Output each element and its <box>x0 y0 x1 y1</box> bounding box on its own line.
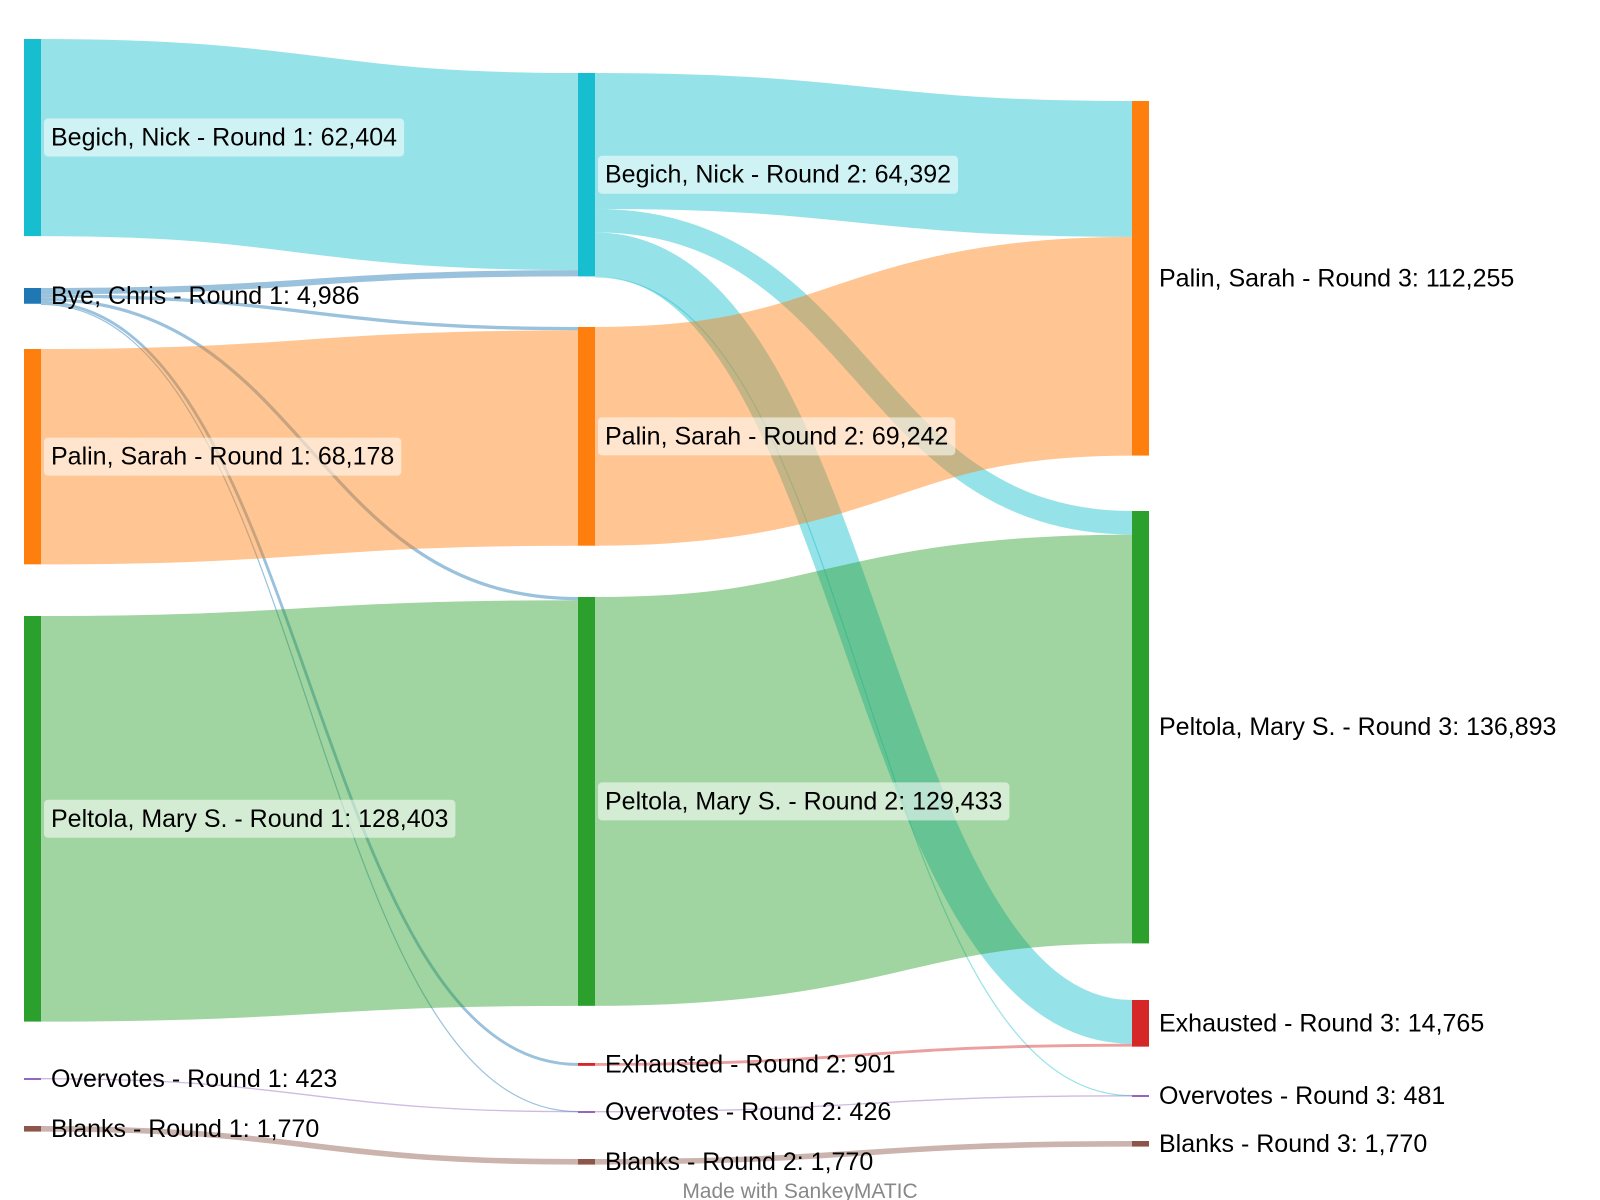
flow-bye1-to-over2 <box>40 303 579 1113</box>
node-peltola1 <box>24 616 41 1022</box>
node-label-blanks2: Blanks - Round 2: 1,770 <box>605 1148 873 1176</box>
node-label-group-bye1: Bye, Chris - Round 1: 4,986 <box>51 282 360 310</box>
node-label-group-over3: Overvotes - Round 3: 481 <box>1159 1082 1445 1110</box>
flow-begich2-to-exh3 <box>594 232 1133 1044</box>
node-label-group-begich2: Begich, Nick - Round 2: 64,392 <box>598 155 959 194</box>
flow-bye1-to-palin2 <box>40 294 579 331</box>
node-label-peltola1: Peltola, Mary S. - Round 1: 128,403 <box>51 805 448 833</box>
node-label-palin3: Palin, Sarah - Round 3: 112,255 <box>1159 264 1514 292</box>
node-label-peltola3: Peltola, Mary S. - Round 3: 136,893 <box>1159 713 1556 741</box>
node-label-over1: Overvotes - Round 1: 423 <box>51 1065 337 1093</box>
node-exh2 <box>578 1063 595 1066</box>
node-palin1 <box>24 349 41 565</box>
node-label-over3: Overvotes - Round 3: 481 <box>1159 1082 1445 1110</box>
node-blanks3 <box>1132 1141 1149 1147</box>
node-begich2 <box>578 73 595 277</box>
node-label-bg-begich1 <box>44 118 405 157</box>
flow-over1-to-over2 <box>40 1078 579 1113</box>
node-label-group-blanks3: Blanks - Round 3: 1,770 <box>1159 1130 1427 1158</box>
node-label-bg-palin1 <box>44 437 402 476</box>
node-label-group-peltola2: Peltola, Mary S. - Round 2: 129,433 <box>598 782 1010 821</box>
flow-over2-to-over3 <box>594 1095 1133 1113</box>
node-over3 <box>1132 1095 1149 1097</box>
node-palin3 <box>1132 101 1149 456</box>
node-label-exh3: Exhausted - Round 3: 14,765 <box>1159 1009 1484 1037</box>
node-label-over2: Overvotes - Round 2: 426 <box>605 1098 891 1126</box>
node-label-begich2: Begich, Nick - Round 2: 64,392 <box>605 161 951 189</box>
node-exh3 <box>1132 1000 1149 1047</box>
nodes-layer <box>24 39 1149 1165</box>
node-peltola2 <box>578 597 595 1006</box>
flow-begich2-to-peltola3 <box>594 208 1133 535</box>
node-label-group-exh2: Exhausted - Round 2: 901 <box>605 1050 895 1078</box>
node-label-blanks3: Blanks - Round 3: 1,770 <box>1159 1130 1427 1158</box>
node-label-bg-palin2 <box>598 417 956 456</box>
node-label-group-palin2: Palin, Sarah - Round 2: 69,242 <box>598 417 956 456</box>
node-label-begich1: Begich, Nick - Round 1: 62,404 <box>51 124 397 152</box>
node-over2 <box>578 1111 595 1113</box>
node-peltola3 <box>1132 511 1149 944</box>
flow-blanks2-to-blanks3 <box>594 1141 1133 1165</box>
node-label-group-exh3: Exhausted - Round 3: 14,765 <box>1159 1009 1484 1037</box>
node-label-palin1: Palin, Sarah - Round 1: 68,178 <box>51 443 394 471</box>
node-label-group-over1: Overvotes - Round 1: 423 <box>51 1065 337 1093</box>
node-label-group-palin3: Palin, Sarah - Round 3: 112,255 <box>1159 264 1514 292</box>
node-label-bg-begich2 <box>598 155 959 194</box>
flow-begich2-to-over3 <box>594 276 1133 1097</box>
flow-blanks1-to-blanks2 <box>40 1126 579 1165</box>
node-label-group-peltola3: Peltola, Mary S. - Round 3: 136,893 <box>1159 713 1556 741</box>
node-label-group-blanks1: Blanks - Round 1: 1,770 <box>51 1115 319 1143</box>
node-label-palin2: Palin, Sarah - Round 2: 69,242 <box>605 422 948 450</box>
node-blanks2 <box>578 1159 595 1165</box>
node-label-group-blanks2: Blanks - Round 2: 1,770 <box>605 1148 873 1176</box>
node-label-group-peltola1: Peltola, Mary S. - Round 1: 128,403 <box>44 799 456 838</box>
node-label-group-over2: Overvotes - Round 2: 426 <box>605 1098 891 1126</box>
labels-layer: Begich, Nick - Round 1: 62,404 Bye, Chris… <box>44 118 1556 1176</box>
node-palin2 <box>578 327 595 546</box>
node-label-blanks1: Blanks - Round 1: 1,770 <box>51 1115 319 1143</box>
node-blanks1 <box>24 1126 41 1132</box>
node-label-peltola2: Peltola, Mary S. - Round 2: 129,433 <box>605 787 1002 815</box>
node-bye1 <box>24 288 41 304</box>
credit-text: Made with SankeyMATIC <box>682 1180 917 1200</box>
node-begich1 <box>24 39 41 237</box>
flow-exh2-to-exh3 <box>594 1043 1133 1066</box>
node-label-exh2: Exhausted - Round 2: 901 <box>605 1050 895 1078</box>
node-label-bye1: Bye, Chris - Round 1: 4,986 <box>51 282 360 310</box>
node-label-bg-peltola2 <box>598 782 1010 821</box>
node-label-group-palin1: Palin, Sarah - Round 1: 68,178 <box>44 437 402 476</box>
flow-begich2-to-palin3 <box>594 73 1133 237</box>
node-label-bg-peltola1 <box>44 799 456 838</box>
flow-bye1-to-begich2 <box>40 270 579 295</box>
node-over1 <box>24 1078 41 1080</box>
flow-bye1-to-exh2 <box>40 300 579 1066</box>
node-label-group-begich1: Begich, Nick - Round 1: 62,404 <box>44 118 405 157</box>
